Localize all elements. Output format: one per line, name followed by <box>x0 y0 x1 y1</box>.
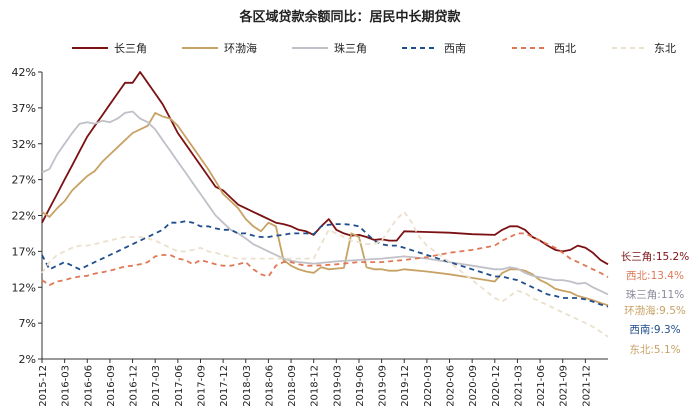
series-line-东北 <box>41 211 609 338</box>
x-tick-label: 2017-06 <box>174 365 185 407</box>
y-tick-label: 2% <box>19 353 36 366</box>
legend-label-西南: 西南 <box>444 42 466 55</box>
x-tick-label: 2019-03 <box>332 365 343 407</box>
y-tick-label: 7% <box>19 317 36 330</box>
end-label-西南: 西南:9.3% <box>629 323 680 336</box>
x-tick-label: 2020-09 <box>468 365 479 407</box>
y-tick-label: 12% <box>12 281 36 294</box>
end-label-长三角: 长三角:15.2% <box>621 251 689 263</box>
legend-label-珠三角: 珠三角 <box>334 41 367 55</box>
series-line-西南 <box>41 220 609 308</box>
x-tick-label: 2016-12 <box>129 365 140 407</box>
y-tick-label: 22% <box>12 210 36 223</box>
x-tick-label: 2021-12 <box>581 365 592 407</box>
series-line-长三角 <box>41 71 609 266</box>
x-tick-label: 2019-09 <box>378 365 389 407</box>
y-tick-label: 27% <box>12 174 36 187</box>
legend: 长三角 环渤海 珠三角 西南 西北 东北 <box>72 41 676 55</box>
end-label-东北: 东北:5.1% <box>629 343 680 356</box>
y-axis: 2% 7% 12% 17% 22% 27% 32% 37% 42% <box>12 66 43 366</box>
x-tick-label: 2017-12 <box>219 365 230 407</box>
end-labels: 长三角:15.2% 环渤海:9.5% 珠三角:11% 西南:9.3% 西北:13.4% 东… <box>621 251 689 356</box>
series-line-环渤海 <box>41 112 609 307</box>
y-tick-label: 17% <box>12 245 36 258</box>
x-tick-label: 2017-03 <box>151 365 162 407</box>
x-tick-label: 2015-12 <box>38 365 49 407</box>
series-layer <box>41 71 609 338</box>
x-tick-label: 2020-03 <box>423 365 434 407</box>
x-axis: 2015-12 2016-03 2016-06 2016-09 2016-12 2017-… <box>38 358 608 407</box>
x-tick-label: 2019-12 <box>400 365 411 407</box>
series-line-西北 <box>41 232 609 286</box>
x-tick-label: 2021-03 <box>513 365 524 407</box>
y-tick-label: 42% <box>12 66 36 79</box>
x-tick-label: 2020-06 <box>446 365 457 407</box>
series-line-珠三角 <box>41 110 609 296</box>
legend-label-西北: 西北 <box>554 42 576 55</box>
legend-label-环渤海: 环渤海 <box>224 41 257 55</box>
x-tick-label: 2018-12 <box>310 365 321 407</box>
x-tick-label: 2016-03 <box>61 365 72 407</box>
x-tick-label: 2018-09 <box>287 365 298 407</box>
x-tick-label: 2017-09 <box>196 365 207 407</box>
x-tick-label: 2020-12 <box>491 365 502 407</box>
x-tick-label: 2016-09 <box>106 365 117 407</box>
end-label-环渤海: 环渤海:9.5% <box>624 304 686 317</box>
chart-title: 各区域贷款余额同比：居民中长期贷款 <box>238 9 461 25</box>
x-tick-label: 2018-06 <box>264 365 275 407</box>
y-tick-label: 37% <box>12 102 36 115</box>
x-tick-label: 2021-06 <box>536 365 547 407</box>
legend-label-东北: 东北 <box>654 42 676 55</box>
x-tick-label: 2018-03 <box>242 365 253 407</box>
legend-label-长三角: 长三角 <box>114 42 147 55</box>
x-tick-label: 2019-06 <box>355 365 366 407</box>
x-tick-label: 2016-06 <box>83 365 94 407</box>
end-label-西北: 西北:13.4% <box>626 270 684 282</box>
x-tick-label: 2021-09 <box>559 365 570 407</box>
y-tick-label: 32% <box>12 138 36 151</box>
end-label-珠三角: 珠三角:11% <box>626 288 684 301</box>
